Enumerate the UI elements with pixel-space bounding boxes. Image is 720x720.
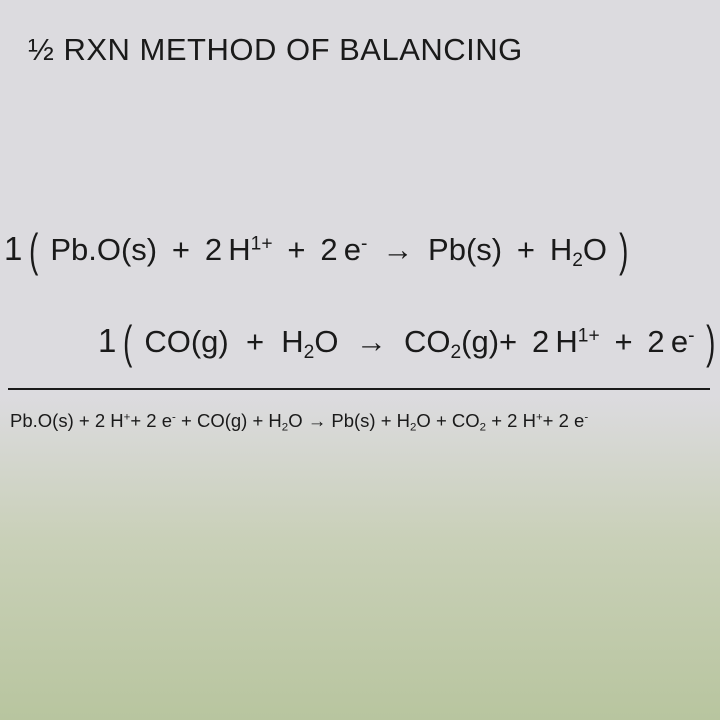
eq1-H2-sub: 2 [572, 250, 583, 271]
eq1-Pb: Pb(s) [428, 232, 502, 267]
arrow-icon: → [308, 410, 327, 431]
eq3-t: 2 [146, 410, 156, 431]
eq3-t: + [543, 410, 554, 431]
eq2-e: e [671, 324, 688, 359]
equation-2: 1( CO(g) + H2O → CO2(g)+ 2H1+ + 2e- ) [98, 322, 718, 364]
left-bracket-icon: ( [29, 237, 38, 265]
eq2-coef2: 2 [532, 324, 549, 359]
eq3-t: + [381, 410, 392, 431]
eq1-coef2: 2 [205, 232, 222, 267]
eq3-t: + [536, 412, 543, 424]
eq1-coefficient: 1 [4, 230, 22, 268]
eq1-O: O [583, 232, 607, 267]
eq3-t: 2 [559, 410, 569, 431]
eq3-t: H [268, 410, 281, 431]
eq2-plus: + [615, 324, 633, 359]
equation-1: 1( Pb.O(s) + 2H1+ + 2e- → Pb(s) + H2O ) [4, 230, 631, 272]
right-bracket-icon: ) [706, 329, 715, 357]
eq3-t: + [181, 410, 192, 431]
eq1-e-sup: - [361, 233, 367, 254]
eq3-t: Pb(s) [331, 410, 375, 431]
eq2-g: (g) [461, 324, 499, 359]
eq3-t: + [436, 410, 447, 431]
eq2-CO2: CO [404, 324, 451, 359]
eq2-CO2-sub: 2 [450, 342, 461, 363]
eq1-term: Pb.O(s) [50, 232, 157, 267]
eq1-coef2b: 2 [320, 232, 337, 267]
eq3-t: Pb.O(s) [10, 410, 74, 431]
eq2-plus: + [246, 324, 264, 359]
arrow-icon: → [356, 324, 387, 359]
eq3-t: O [288, 410, 302, 431]
eq3-t: + [79, 410, 90, 431]
eq1-plus: + [287, 232, 305, 267]
equation-sum: Pb.O(s) + 2 H++ 2 e- + CO(g) + H2O → Pb(… [10, 410, 588, 433]
eq3-t: e [162, 410, 172, 431]
left-bracket-icon: ( [123, 329, 132, 357]
eq2-plus: + [499, 324, 517, 359]
eq3-t: + [130, 410, 141, 431]
slide-title: ½ RXN METHOD OF BALANCING [28, 32, 523, 68]
eq2-coef2b: 2 [647, 324, 664, 359]
eq1-H: H [228, 232, 250, 267]
eq3-t: 2 [480, 421, 486, 433]
eq3-t: H [397, 410, 410, 431]
eq3-t: - [172, 412, 176, 424]
eq1-plus: + [517, 232, 535, 267]
eq1-plus: + [172, 232, 190, 267]
eq3-t: e [574, 410, 584, 431]
eq3-t: O [416, 410, 430, 431]
slide: ½ RXN METHOD OF BALANCING 1( Pb.O(s) + 2… [0, 0, 720, 720]
eq1-e: e [344, 232, 361, 267]
divider-line [8, 388, 710, 390]
eq2-H-sub: 2 [304, 342, 315, 363]
right-bracket-icon: ) [619, 237, 628, 265]
eq3-t: 2 [507, 410, 517, 431]
arrow-icon: → [382, 232, 413, 267]
eq3-t: - [584, 412, 588, 424]
eq2-O: O [314, 324, 338, 359]
eq2-H1: H [555, 324, 577, 359]
eq1-H2: H [550, 232, 572, 267]
eq3-t: + [491, 410, 502, 431]
eq3-t: H [110, 410, 123, 431]
eq2-CO: CO(g) [144, 324, 228, 359]
eq2-H: H [281, 324, 303, 359]
eq2-H1-sup: 1+ [578, 325, 600, 346]
eq3-t: + [252, 410, 263, 431]
eq1-H-sup: 1+ [251, 233, 273, 254]
eq3-t: 2 [95, 410, 105, 431]
eq3-t: CO(g) [197, 410, 247, 431]
eq2-coefficient: 1 [98, 322, 116, 360]
eq2-e-sup: - [688, 325, 694, 346]
eq3-t: CO [452, 410, 480, 431]
eq3-t: H [523, 410, 536, 431]
